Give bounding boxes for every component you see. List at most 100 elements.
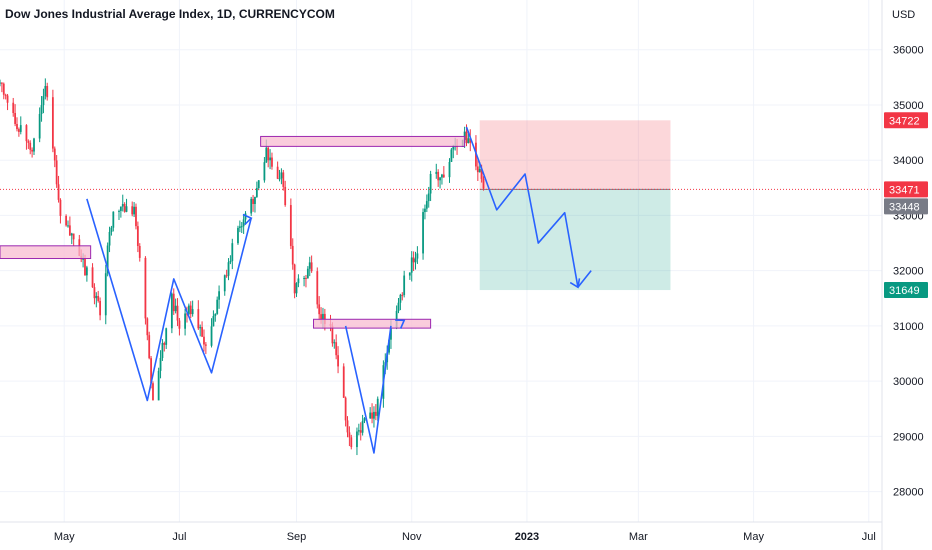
candle-body [148, 335, 151, 359]
candle-body [269, 157, 271, 161]
candle-body [390, 328, 392, 340]
time-axis[interactable]: May Jul Sep Nov 2023 Mar May Jul [54, 531, 876, 543]
candle-body [331, 325, 334, 344]
candle-body [65, 215, 68, 226]
candle-body [357, 430, 360, 432]
candle-body [250, 198, 253, 214]
candle-body [17, 129, 20, 132]
pattern-drawings[interactable] [86, 126, 592, 454]
candle-body [422, 212, 424, 254]
candle-body [44, 85, 47, 97]
candle-body [42, 96, 45, 106]
candle-body [333, 342, 336, 344]
candle-body [72, 233, 75, 240]
candle-body [40, 105, 43, 114]
grid [0, 0, 882, 522]
candle-body [144, 257, 147, 319]
currency-label: USD [892, 9, 915, 21]
candle-body [38, 113, 41, 139]
supply-demand-zones[interactable] [0, 135, 466, 329]
pattern-line [344, 325, 392, 454]
candle-body [293, 264, 296, 294]
candle-body [289, 205, 292, 246]
candle-body [267, 147, 270, 161]
candle-body [373, 411, 375, 419]
candle-body [348, 432, 351, 438]
candle-body [369, 412, 372, 419]
candle-body [442, 174, 445, 178]
arrow-head [569, 278, 581, 289]
y-tick-label: 28000 [893, 487, 924, 499]
x-tick-label: May [743, 531, 764, 543]
candle-body [176, 305, 179, 321]
candle-body [403, 275, 406, 296]
candle-body [218, 291, 220, 300]
candle-body [33, 138, 35, 152]
chart-title: Dow Jones Industrial Average Index, 1D, … [5, 7, 335, 21]
candle-body [322, 313, 324, 320]
candle-body [125, 206, 128, 212]
candle-body [303, 278, 305, 280]
y-tick-label: 36000 [893, 45, 924, 57]
price-badge-label: 34722 [889, 115, 920, 127]
candle-body [16, 123, 18, 130]
candle-body [104, 273, 107, 316]
candle-body [399, 294, 402, 303]
candle-body [210, 326, 213, 346]
candle-body [91, 267, 94, 288]
candle-body [93, 287, 96, 299]
candle-body [184, 313, 186, 329]
candle-body [408, 272, 411, 276]
candle-body [476, 166, 479, 173]
x-tick-label: May [54, 531, 75, 543]
candle-body [136, 226, 139, 247]
candle-body [152, 383, 154, 401]
candle-body [163, 343, 166, 345]
candle-body [346, 420, 349, 433]
candle-body [0, 82, 1, 84]
candle-body [316, 271, 319, 305]
candle-body [271, 157, 273, 167]
candle-body [138, 246, 141, 258]
candle-body [388, 339, 390, 353]
arrow-head [242, 213, 253, 226]
candle-body [441, 174, 443, 178]
candle-body [344, 397, 347, 421]
candle-body [410, 257, 413, 273]
candle-body [216, 299, 219, 314]
candle-body [480, 169, 483, 179]
y-tick-label: 35000 [893, 100, 924, 112]
candle-body [263, 162, 266, 181]
candle-body [308, 262, 311, 269]
candle-body [450, 149, 453, 162]
candle-body [401, 294, 404, 296]
candle-body [59, 199, 62, 216]
price-badge [884, 282, 928, 299]
candle-body [254, 196, 256, 205]
y-tick-label: 31000 [893, 321, 924, 333]
candle-body [203, 336, 205, 345]
candle-body [361, 421, 364, 433]
candle-body [237, 227, 239, 244]
candle-body [27, 141, 30, 143]
risk-reward-position[interactable] [479, 120, 671, 291]
candle-body [240, 226, 243, 228]
candle-body [257, 180, 260, 189]
candle-body [70, 233, 73, 236]
candle-body [371, 412, 373, 419]
candle-body [469, 138, 472, 143]
arrow-head [395, 319, 406, 329]
x-tick-label: 2023 [515, 531, 539, 543]
candle-body [229, 260, 232, 263]
x-tick-label: Nov [402, 531, 422, 543]
candle-body [359, 430, 362, 433]
candle-body [376, 398, 379, 416]
candle-body [439, 177, 441, 181]
candle-body [284, 186, 287, 206]
zone-box [260, 135, 466, 147]
candle-body [318, 304, 321, 315]
candle-body [227, 262, 230, 276]
candle-body [412, 257, 415, 263]
price-badges: 34722 33471 33448 31649 [884, 112, 928, 299]
